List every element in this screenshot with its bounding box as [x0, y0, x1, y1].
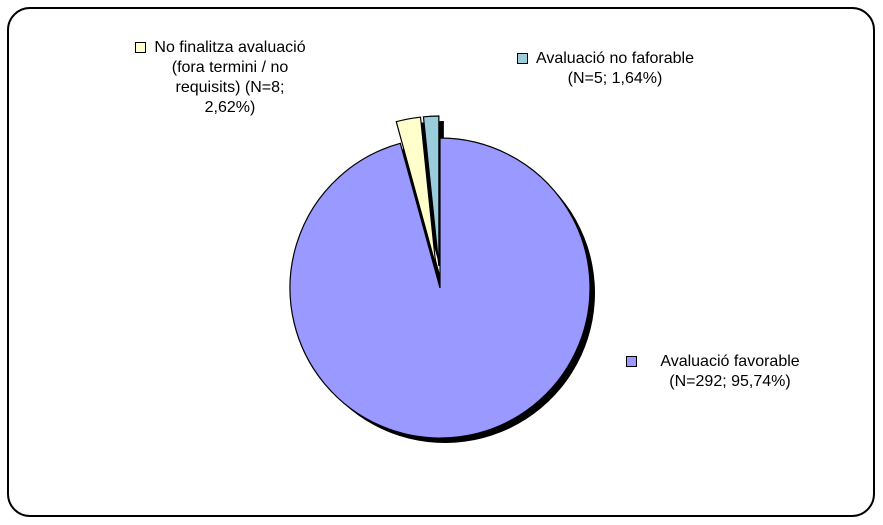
value-label: (N=292; 95,74%) [669, 373, 791, 390]
legend-swatch [517, 53, 528, 64]
category-label: No finalitza avaluació (fora termini / n… [154, 39, 306, 96]
slice-label: Avaluació no faforable (N=5; 1,64%) [525, 49, 705, 89]
slice-label: No finalitza avaluació (fora termini / n… [150, 38, 310, 118]
slice-label: Avaluació favorable (N=292; 95,74%) [640, 352, 820, 392]
slice [422, 115, 440, 267]
slice [289, 137, 591, 439]
value-label: (N=5; 1,64%) [567, 70, 663, 87]
value-label: (N=8; 2,62%) [204, 79, 285, 116]
legend-swatch [626, 356, 637, 367]
legend-swatch [135, 42, 146, 53]
slice [395, 116, 437, 267]
category-label: Avaluació no faforable [535, 50, 695, 67]
category-label: Avaluació favorable [660, 353, 800, 370]
